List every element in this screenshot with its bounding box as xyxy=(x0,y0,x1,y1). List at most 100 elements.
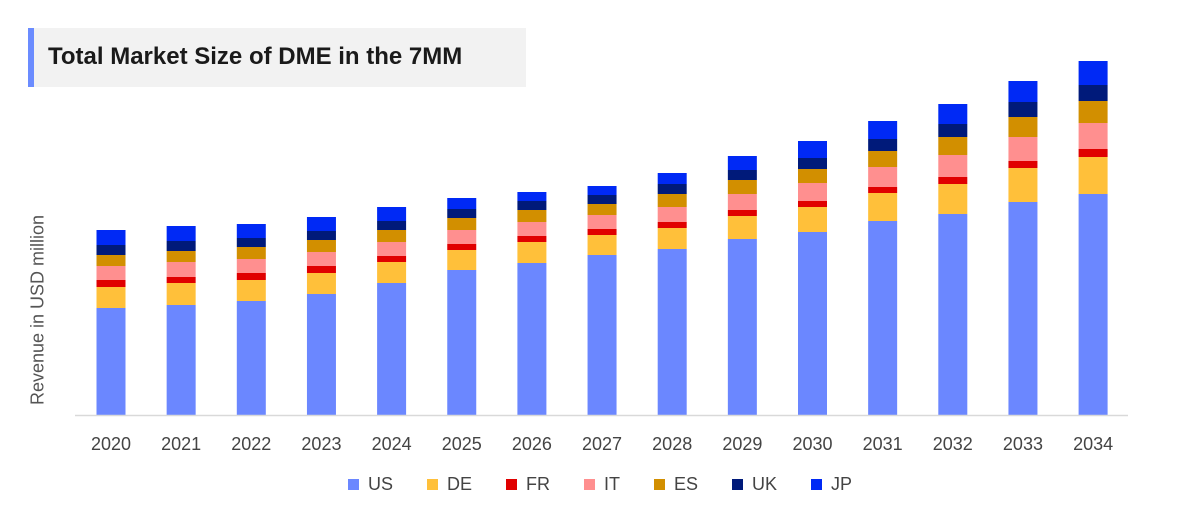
x-tick-label: 2022 xyxy=(231,434,271,454)
bar-us-2021 xyxy=(166,305,196,415)
legend-swatch xyxy=(347,479,359,490)
bar-de-2029 xyxy=(727,216,757,239)
bar-us-2027 xyxy=(587,255,617,415)
bar-uk-2034 xyxy=(1078,85,1108,101)
bar-fr-2028 xyxy=(657,222,687,228)
legend-item-es: ES xyxy=(653,474,698,495)
bar-us-2032 xyxy=(938,214,968,415)
bar-jp-2026 xyxy=(517,192,547,201)
bar-de-2031 xyxy=(868,193,898,221)
bar-jp-2032 xyxy=(938,104,968,124)
bar-fr-2021 xyxy=(166,277,196,283)
bar-it-2026 xyxy=(517,222,547,236)
bar-uk-2025 xyxy=(447,209,477,218)
legend-item-uk: UK xyxy=(732,474,777,495)
legend-item-de: DE xyxy=(426,474,472,495)
bar-jp-2027 xyxy=(587,186,617,195)
bar-us-2028 xyxy=(657,249,687,415)
bar-jp-2025 xyxy=(447,198,477,209)
bar-fr-2026 xyxy=(517,236,547,242)
bar-uk-2028 xyxy=(657,184,687,194)
bar-fr-2023 xyxy=(306,266,336,273)
legend-item-it: IT xyxy=(583,474,620,495)
x-tick-label: 2023 xyxy=(301,434,341,454)
bar-fr-2034 xyxy=(1078,149,1108,157)
bar-us-2034 xyxy=(1078,194,1108,415)
bar-de-2023 xyxy=(306,273,336,294)
bar-jp-2023 xyxy=(306,217,336,231)
title-box: Total Market Size of DME in the 7MM xyxy=(28,28,526,87)
legend-swatch xyxy=(583,479,595,490)
legend-label: DE xyxy=(446,474,472,494)
x-tick-label: 2021 xyxy=(161,434,201,454)
legend-swatch xyxy=(505,479,517,490)
bar-fr-2030 xyxy=(798,201,827,207)
bar-uk-2031 xyxy=(868,139,898,151)
bar-it-2025 xyxy=(447,230,477,244)
bar-jp-2021 xyxy=(166,226,196,241)
bar-uk-2023 xyxy=(306,231,336,240)
legend-swatch xyxy=(811,479,823,490)
bar-es-2020 xyxy=(96,255,126,266)
bar-jp-2020 xyxy=(96,230,126,245)
bar-es-2021 xyxy=(166,251,196,262)
bar-es-2025 xyxy=(447,218,477,230)
x-tick-label: 2028 xyxy=(652,434,692,454)
chart-title: Total Market Size of DME in the 7MM xyxy=(48,43,463,70)
legend: US DE FR IT ES UK JP xyxy=(0,474,1200,495)
bar-us-2029 xyxy=(727,239,757,415)
bar-fr-2031 xyxy=(868,187,898,193)
bar-de-2030 xyxy=(798,207,827,232)
bar-jp-2022 xyxy=(236,224,266,238)
x-tick-label: 2020 xyxy=(91,434,131,454)
legend-swatch xyxy=(732,479,743,490)
bar-de-2033 xyxy=(1008,168,1038,202)
bar-es-2030 xyxy=(798,169,827,183)
legend-label: IT xyxy=(603,474,620,494)
bar-us-2031 xyxy=(868,221,898,415)
bar-uk-2032 xyxy=(938,124,968,137)
bar-it-2032 xyxy=(938,155,968,177)
bar-uk-2021 xyxy=(166,241,196,251)
legend-label: JP xyxy=(831,474,853,494)
x-tick-label: 2029 xyxy=(722,434,762,454)
bar-fr-2032 xyxy=(938,177,968,184)
bar-uk-2027 xyxy=(587,195,617,204)
legend-swatch xyxy=(426,479,438,490)
bar-us-2025 xyxy=(447,270,477,415)
bar-de-2026 xyxy=(517,242,547,263)
bar-de-2028 xyxy=(657,228,687,249)
x-tick-label: 2031 xyxy=(863,434,903,454)
bar-es-2029 xyxy=(727,180,757,194)
bar-us-2024 xyxy=(377,283,407,415)
bar-uk-2020 xyxy=(96,245,126,255)
bar-jp-2028 xyxy=(657,173,687,184)
bar-jp-2034 xyxy=(1078,61,1108,85)
bar-us-2020 xyxy=(96,308,126,415)
x-tick-label: 2030 xyxy=(792,434,832,454)
legend-label: UK xyxy=(752,474,778,494)
x-tick-label: 2027 xyxy=(582,434,622,454)
bar-it-2023 xyxy=(306,252,336,266)
bar-es-2022 xyxy=(236,247,266,259)
bar-de-2032 xyxy=(938,184,968,214)
bar-uk-2026 xyxy=(517,201,547,210)
bar-us-2022 xyxy=(236,301,266,415)
bar-de-2024 xyxy=(377,262,407,283)
bar-jp-2031 xyxy=(868,121,898,139)
bar-jp-2033 xyxy=(1008,81,1038,102)
x-tick-label: 2032 xyxy=(933,434,973,454)
bar-es-2023 xyxy=(306,240,336,252)
bar-es-2024 xyxy=(377,230,407,242)
bar-it-2030 xyxy=(798,183,827,201)
bar-es-2027 xyxy=(587,204,617,215)
bar-de-2020 xyxy=(96,287,126,308)
bar-fr-2022 xyxy=(236,273,266,280)
bar-fr-2027 xyxy=(587,229,617,235)
bar-es-2032 xyxy=(938,137,968,155)
legend-label: US xyxy=(367,474,393,494)
bar-us-2033 xyxy=(1008,202,1038,415)
bar-it-2020 xyxy=(96,266,126,280)
bar-it-2028 xyxy=(657,207,687,222)
